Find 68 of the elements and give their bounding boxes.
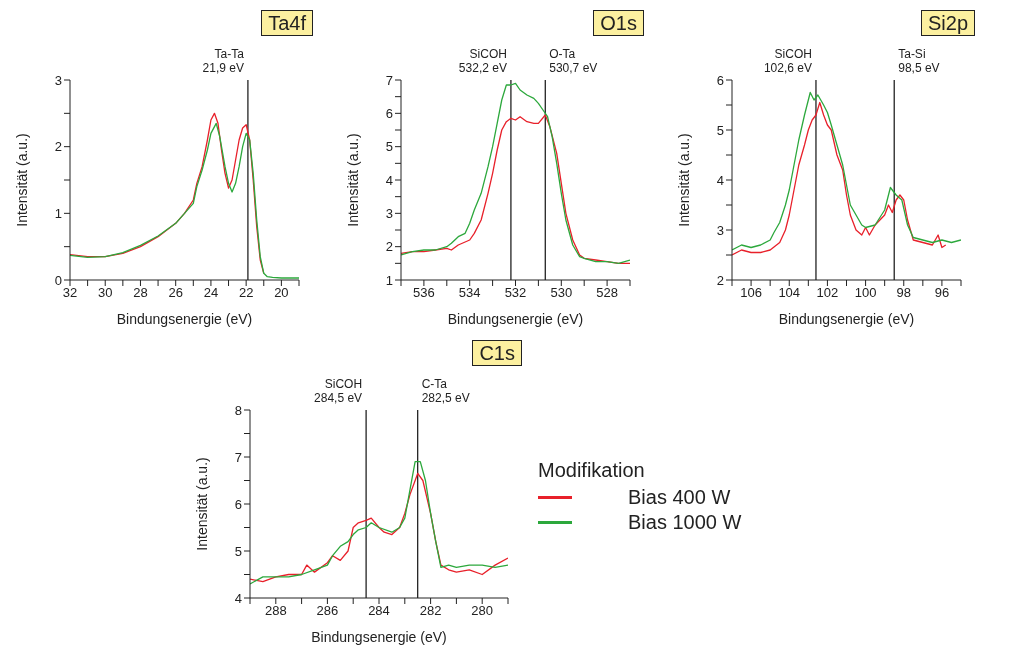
y-tick-label: 5 bbox=[716, 122, 724, 138]
y-tick-label: 1 bbox=[385, 272, 393, 288]
legend-title: Modifikation bbox=[538, 458, 646, 482]
y-tick-label: 3 bbox=[385, 205, 393, 221]
text: Bias 1000 W bbox=[628, 510, 742, 534]
x-tick-label: 26 bbox=[168, 285, 183, 301]
x-axis-title: Bindungsenergie (eV) bbox=[447, 311, 584, 327]
x-tick-label: 282 bbox=[419, 603, 442, 619]
y-tick-label: 2 bbox=[385, 239, 393, 255]
ref-line-label: C-Ta 282,5 eV bbox=[421, 377, 470, 405]
x-tick-label: 280 bbox=[471, 603, 494, 619]
x-tick-label: 30 bbox=[98, 285, 113, 301]
y-tick-label: 2 bbox=[54, 139, 62, 155]
x-tick-label: 534 bbox=[458, 285, 481, 301]
y-tick-label: 7 bbox=[385, 72, 393, 88]
line-series bbox=[401, 114, 630, 264]
y-axis-title: Intensität (a.u.) bbox=[675, 133, 692, 227]
chart-title: C1s bbox=[472, 340, 522, 366]
y-tick-label: 2 bbox=[716, 272, 724, 288]
x-tick-label: 536 bbox=[413, 285, 435, 301]
chart-title: Si2p bbox=[920, 10, 975, 36]
text: Bias 400 W bbox=[628, 485, 731, 509]
ref-line-label: O-Ta 530,7 eV bbox=[549, 47, 598, 75]
y-tick-label: 7 bbox=[234, 449, 242, 465]
y-tick-label: 3 bbox=[716, 222, 724, 238]
x-tick-label: 286 bbox=[316, 603, 339, 619]
x-tick-label: 104 bbox=[778, 285, 801, 301]
ref-line-label: Ta-Ta 21,9 eV bbox=[202, 47, 245, 75]
y-axis-title: Intensität (a.u.) bbox=[344, 133, 361, 227]
y-tick-label: 6 bbox=[234, 496, 242, 512]
y-axis-title: Intensität (a.u.) bbox=[193, 457, 210, 551]
y-tick-label: 6 bbox=[385, 105, 393, 121]
x-axis-title: Bindungsenergie (eV) bbox=[116, 311, 253, 327]
chart-title: O1s bbox=[593, 10, 644, 36]
x-tick-label: 284 bbox=[368, 603, 390, 619]
y-tick-label: 1 bbox=[54, 205, 62, 221]
y-tick-label: 5 bbox=[385, 139, 393, 155]
y-tick-label: 8 bbox=[234, 402, 242, 418]
ref-line-label: SiCOH 284,5 eV bbox=[314, 377, 363, 405]
y-tick-label: 3 bbox=[54, 72, 62, 88]
ref-line-label: SiCOH 102,6 eV bbox=[763, 47, 812, 75]
y-tick-label: 0 bbox=[54, 272, 62, 288]
x-tick-label: 528 bbox=[596, 285, 618, 301]
x-tick-label: 22 bbox=[238, 285, 254, 301]
x-tick-label: 532 bbox=[504, 285, 527, 301]
x-tick-label: 106 bbox=[740, 285, 762, 301]
y-tick-label: 5 bbox=[234, 543, 242, 559]
y-axis-title: Intensität (a.u.) bbox=[13, 133, 30, 227]
chart-title: Ta4f bbox=[261, 10, 313, 36]
line-series bbox=[401, 82, 630, 264]
y-tick-label: 4 bbox=[385, 172, 393, 188]
y-tick-label: 6 bbox=[716, 72, 724, 88]
x-tick-label: 96 bbox=[934, 285, 950, 301]
ref-line-label: Ta-Si 98,5 eV bbox=[898, 47, 940, 75]
x-tick-label: 20 bbox=[274, 285, 289, 301]
x-axis-title: Bindungsenergie (eV) bbox=[778, 311, 915, 327]
y-tick-label: 4 bbox=[716, 172, 724, 188]
x-tick-label: 102 bbox=[816, 285, 839, 301]
x-tick-label: 288 bbox=[264, 603, 287, 619]
x-tick-label: 100 bbox=[854, 285, 877, 301]
x-tick-label: 32 bbox=[62, 285, 78, 301]
x-axis-title: Bindungsenergie (eV) bbox=[311, 629, 447, 645]
ref-line-label: SiCOH 532,2 eV bbox=[458, 47, 507, 75]
x-tick-label: 28 bbox=[133, 285, 148, 301]
x-tick-label: 24 bbox=[203, 285, 219, 301]
x-tick-label: 98 bbox=[896, 285, 911, 301]
x-tick-label: 530 bbox=[550, 285, 573, 301]
y-tick-label: 4 bbox=[234, 590, 242, 606]
